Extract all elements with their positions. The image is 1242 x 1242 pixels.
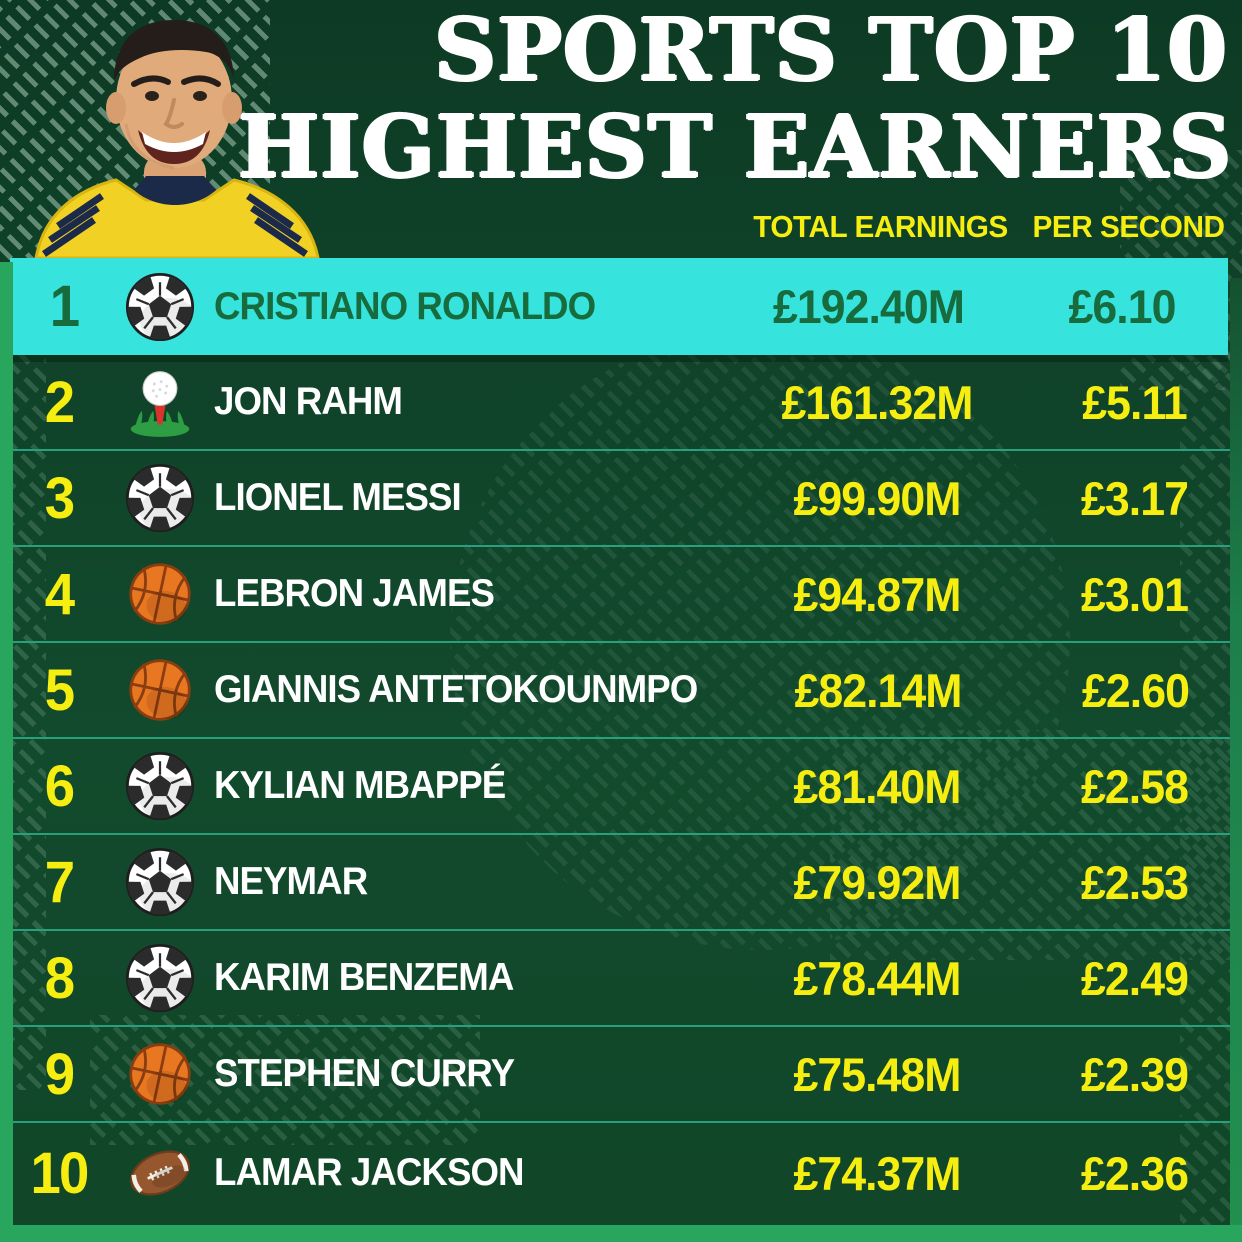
player-name: CRISTIANO RONALDO (214, 284, 596, 328)
per-second-value: £2.60 (1082, 663, 1190, 717)
rank-number: 10 (30, 1140, 90, 1206)
table-row-10[interactable]: 10 LAMAR JACKSON £74.37M £2.36 (0, 1123, 1242, 1223)
basketball-icon (118, 556, 202, 632)
total-earnings-value: £79.92M (793, 855, 961, 909)
table-row-8[interactable]: 8 KARIM BENZEMA £78.44M £2.49 (0, 931, 1242, 1027)
per-second-value: £2.39 (1081, 1047, 1189, 1101)
player-name: LEBRON JAMES (214, 572, 495, 615)
table-row-2[interactable]: 2 JON RAHM £161.32M £5.11 (0, 355, 1242, 451)
page-title-line2: HIGHEST EARNERS (238, 97, 1233, 198)
player-name: NEYMAR (214, 860, 368, 903)
per-second-value: £2.58 (1081, 759, 1189, 813)
per-second-value: £2.49 (1081, 951, 1189, 1005)
page-title-line1: SPORTS TOP 10 (434, 0, 1228, 101)
total-earnings-value: £94.87M (793, 567, 961, 621)
cristiano-ronaldo-photo (34, 20, 320, 258)
per-second-value: £2.53 (1081, 855, 1189, 909)
rank-number: 3 (44, 465, 75, 531)
soccer-ball-icon (118, 844, 202, 920)
total-earnings-value: £75.48M (793, 1047, 961, 1101)
rank-number: 8 (44, 945, 75, 1011)
soccer-ball-icon (118, 940, 202, 1016)
total-earnings-value: £74.37M (793, 1146, 961, 1200)
column-headers: TOTAL EARNINGS PER SECOND (0, 207, 1242, 251)
frame-right (1230, 278, 1242, 1242)
table-row-1[interactable]: 1 CRISTIANO RONALDO £192.40M £6.10 (10, 258, 1228, 355)
rank-number: 5 (44, 657, 75, 723)
soccer-ball-icon (118, 269, 202, 345)
soccer-ball-icon (118, 748, 202, 824)
total-earnings-value: £81.40M (793, 759, 961, 813)
player-name: KARIM BENZEMA (214, 956, 514, 999)
player-name: KYLIAN MBAPPÉ (214, 764, 506, 807)
total-earnings-value: £82.14M (794, 663, 963, 717)
frame-bottom (0, 1225, 1242, 1242)
player-name: STEPHEN CURRY (214, 1052, 515, 1095)
rank-number: 6 (44, 753, 75, 819)
per-second-value: £6.10 (1068, 280, 1177, 333)
player-name: LIONEL MESSI (214, 476, 462, 519)
table-row-5[interactable]: 5 GIANNIS ANTETOKOUNMPO £82.14M £2.60 (0, 643, 1242, 739)
rank-number: 9 (44, 1041, 75, 1107)
per-second-value: £5.11 (1082, 375, 1187, 429)
american-football-icon (118, 1135, 202, 1211)
table-row-9[interactable]: 9 STEPHEN CURRY £75.48M £2.39 (0, 1027, 1242, 1123)
earners-table: 1 CRISTIANO RONALDO £192.40M £6.10 2 JON… (0, 258, 1242, 1223)
total-earnings-value: £99.90M (793, 471, 961, 525)
rank-number: 2 (44, 369, 75, 435)
per-second-value: £3.17 (1081, 471, 1189, 525)
page-title: SPORTS TOP 10 HIGHEST EARNERS (238, 0, 1233, 198)
basketball-icon (118, 652, 202, 728)
table-row-4[interactable]: 4 LEBRON JAMES £94.87M £3.01 (0, 547, 1242, 643)
player-name: LAMAR JACKSON (214, 1151, 525, 1194)
per-second-value: £2.36 (1081, 1146, 1189, 1200)
rank-number: 4 (44, 561, 75, 627)
soccer-ball-icon (118, 460, 202, 536)
total-earnings-value: £161.32M (781, 375, 973, 429)
golf-ball-icon (118, 364, 202, 440)
table-row-3[interactable]: 3 LIONEL MESSI £99.90M £3.17 (0, 451, 1242, 547)
per-second-value: £3.01 (1081, 567, 1189, 621)
basketball-icon (118, 1036, 202, 1112)
rank-number: 7 (44, 849, 75, 915)
total-earnings-value: £192.40M (772, 280, 965, 333)
total-earnings-value: £78.44M (793, 951, 961, 1005)
table-row-7[interactable]: 7 NEYMAR £79.92M £2.53 (0, 835, 1242, 931)
column-header-per-second: PER SECOND (1032, 209, 1225, 244)
rank-number: 1 (49, 274, 80, 339)
frame-left (0, 262, 13, 1242)
player-name: JON RAHM (214, 380, 403, 423)
player-name: GIANNIS ANTETOKOUNMPO (214, 668, 698, 711)
header: SPORTS TOP 10 HIGHEST EARNERS TOTAL EARN… (0, 0, 1242, 258)
column-header-total-earnings: TOTAL EARNINGS (753, 209, 1008, 244)
table-row-6[interactable]: 6 KYLIAN MBAPPÉ £81.40M £2.58 (0, 739, 1242, 835)
